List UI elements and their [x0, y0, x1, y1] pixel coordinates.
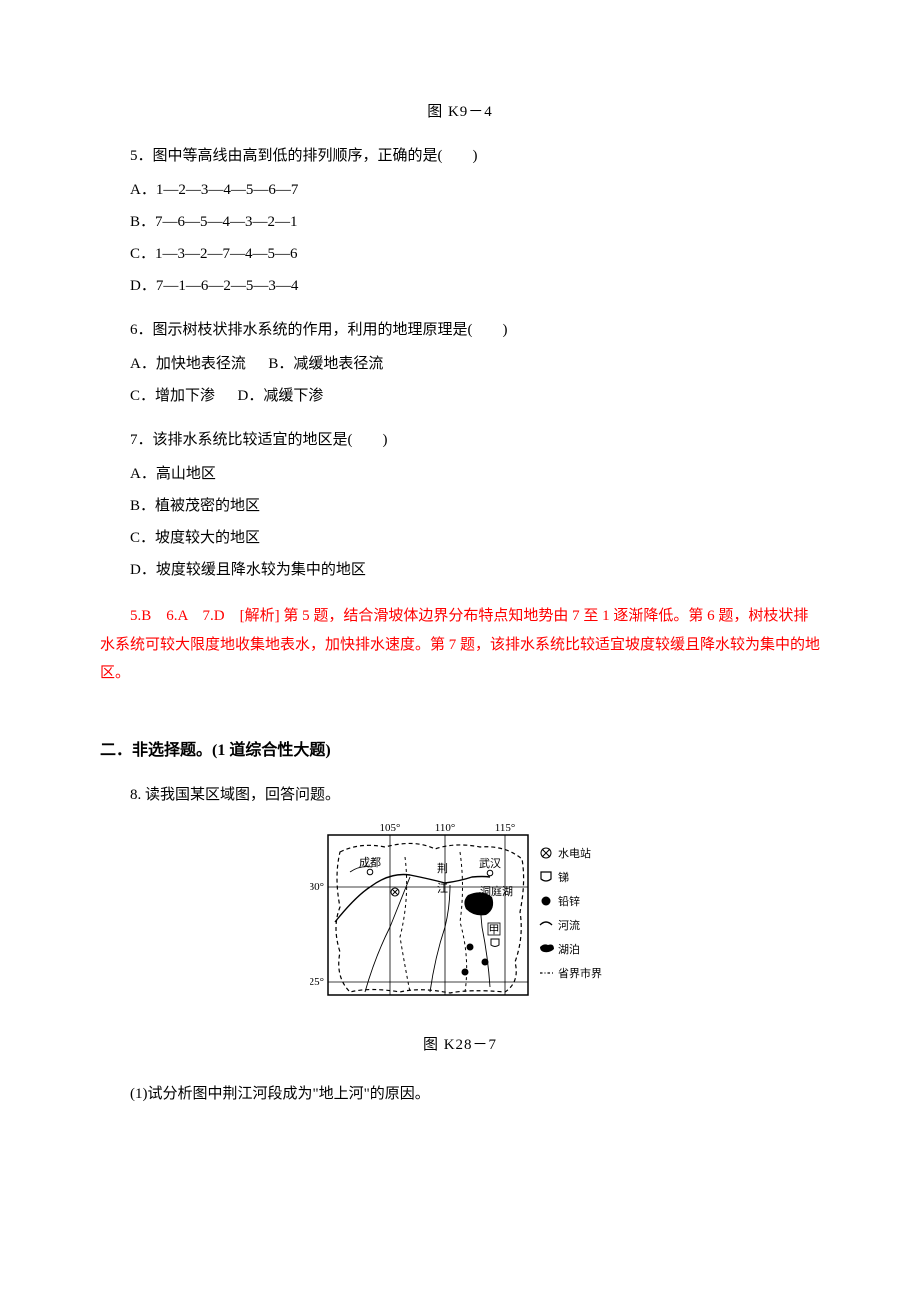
label-jing: 荆 — [437, 862, 448, 875]
label-jia: 甲 — [489, 924, 500, 936]
q6-option-a: A．加快地表径流 — [130, 356, 246, 372]
q5-option-a: A．1—2—3—4—5—6—7 — [100, 178, 820, 202]
section-2-title: 二．非选择题。(1 道综合性大题) — [100, 738, 820, 764]
q6-stem: 6．图示树枝状排水系统的作用，利用的地理原理是( ) — [100, 318, 820, 342]
label-wuhan: 武汉 — [479, 857, 501, 870]
q7-option-c: C．坡度较大的地区 — [100, 526, 820, 550]
q8-stem: 8. 读我国某区域图，回答问题。 — [100, 783, 820, 807]
legend-ti: 锑 — [558, 871, 569, 884]
legend: 水电站 锑 铅锌 河流 湖泊 — [540, 846, 602, 980]
q7-stem: 7．该排水系统比较适宜的地区是( ) — [100, 428, 820, 452]
q6-options-ab: A．加快地表径流 B．减缓地表径流 — [100, 352, 820, 376]
q7-option-a: A．高山地区 — [100, 462, 820, 486]
q5-option-c: C．1—3—2—7—4—5—6 — [100, 242, 820, 266]
legend-lake: 湖泊 — [558, 943, 580, 956]
answer-explanation: 5.B 6.A 7.D [解析] 第 5 题，结合滑坡体边界分布特点知地势由 7… — [100, 602, 820, 688]
label-dongting: 洞庭湖 — [480, 884, 513, 898]
q5-option-d: D．7—1—6—2—5—3—4 — [100, 274, 820, 298]
figure-caption-k28-7: 图 K28－7 — [100, 1033, 820, 1057]
legend-border: 省界市界 — [558, 966, 602, 980]
q7-option-b: B．植被茂密的地区 — [100, 494, 820, 518]
lat-25: 25° — [310, 976, 324, 988]
q8-sub1: (1)试分析图中荆江河段成为"地上河"的原因。 — [100, 1082, 820, 1106]
q7-option-d: D．坡度较缓且降水较为集中的地区 — [100, 558, 820, 582]
lon-110: 110° — [435, 822, 456, 834]
label-chengdu: 成都 — [359, 856, 381, 869]
q6-option-c: C．增加下渗 — [130, 388, 215, 404]
figure-caption-k9-4: 图 K9－4 — [100, 100, 820, 124]
q6-options-cd: C．增加下渗 D．减缓下渗 — [100, 384, 820, 408]
legend-river: 河流 — [558, 918, 580, 932]
q6-option-b: B．减缓地表径流 — [268, 356, 383, 372]
lon-115: 115° — [495, 822, 516, 834]
lat-30: 30° — [310, 881, 324, 893]
label-jiang: 江 — [437, 882, 448, 895]
q5-option-b: B．7—6—5—4—3—2—1 — [100, 210, 820, 234]
legend-hydro: 水电站 — [558, 846, 591, 860]
q5-stem: 5．图中等高线由高到低的排列顺序，正确的是( ) — [100, 144, 820, 168]
q6-option-d: D．减缓下渗 — [238, 388, 324, 404]
figure-k28-7: 105° 110° 115° 30° 25° 成都 荆 江 武汉 洞庭湖 甲 — [100, 817, 820, 1015]
lon-105: 105° — [380, 822, 401, 834]
legend-pbzn: 铅锌 — [558, 894, 580, 908]
